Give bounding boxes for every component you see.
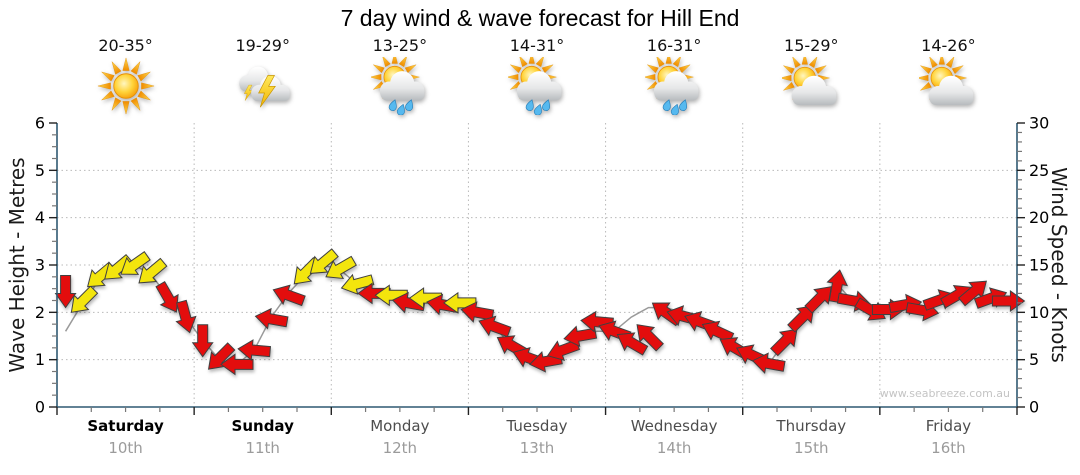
svg-text:15: 15 (1029, 256, 1049, 275)
day-name-label: Thursday (776, 417, 847, 435)
day-temp-range: 16-31° (646, 36, 702, 55)
svg-text:10: 10 (1029, 303, 1049, 322)
svg-text:20: 20 (1029, 208, 1049, 227)
day-name-label: Monday (370, 417, 430, 435)
svg-text:6: 6 (35, 114, 45, 133)
day-name-label: Friday (925, 417, 972, 435)
day-temp-range: 19-29° (235, 36, 290, 55)
svg-text:2: 2 (35, 303, 45, 322)
day-axis-label: Thursday 15th (743, 417, 880, 457)
day-date-label: 12th (382, 439, 418, 457)
day-temp-range: 14-26° (921, 36, 976, 55)
day-forecast-header: 14-31° (469, 36, 606, 119)
svg-text:5: 5 (1029, 350, 1039, 369)
day-forecast-header: 14-26° (880, 36, 1017, 119)
svg-text:0: 0 (1029, 398, 1039, 417)
day-date-label: 14th (656, 439, 692, 457)
day-date-label: 15th (794, 439, 829, 457)
left-axis-label: Wave Height - Metres (5, 157, 29, 373)
day-date-label: 11th (245, 439, 280, 457)
day-forecast-header: 19-29° (194, 36, 331, 119)
day-date-label: 16th (931, 439, 966, 457)
day-name-label: Saturday (87, 417, 164, 435)
svg-text:25: 25 (1029, 161, 1049, 180)
day-temp-range: 20-35° (98, 36, 153, 55)
wind-arrow-series (54, 248, 1026, 376)
day-temp-range: 14-31° (509, 36, 565, 55)
day-axis-label: Friday 16th (880, 417, 1017, 457)
day-axis-label: Tuesday 13th (469, 417, 606, 457)
day-date-label: 10th (108, 439, 143, 457)
day-axis-label: Saturday 10th (57, 417, 194, 457)
day-forecast-header: 13-25° (331, 36, 468, 119)
watermark-text: www.seabreeze.com.au (879, 387, 1010, 400)
day-temp-range: 13-25° (372, 36, 428, 55)
day-axis-label: Sunday 11th (194, 417, 331, 457)
svg-text:4: 4 (35, 208, 45, 227)
right-axis-label: Wind Speed - Knots (1047, 167, 1071, 363)
svg-text:5: 5 (35, 161, 45, 180)
day-forecast-header: 15-29° (743, 36, 880, 119)
day-name-label: Tuesday (506, 417, 568, 435)
day-axis-label: Wednesday 14th (606, 417, 743, 457)
day-date-label: 13th (519, 439, 555, 457)
day-name-label: Sunday (231, 417, 294, 435)
svg-text:30: 30 (1029, 114, 1049, 133)
day-axis-label: Monday 12th (331, 417, 468, 457)
svg-text:0: 0 (35, 398, 45, 417)
day-name-label: Wednesday (630, 417, 718, 435)
svg-text:3: 3 (35, 256, 45, 275)
day-forecast-header: 20-35° (57, 36, 194, 119)
chart-title: 7 day wind & wave forecast for Hill End (340, 5, 740, 31)
day-temp-range: 15-29° (784, 36, 839, 55)
day-forecast-header: 16-31° (606, 36, 743, 119)
svg-text:1: 1 (35, 350, 45, 369)
